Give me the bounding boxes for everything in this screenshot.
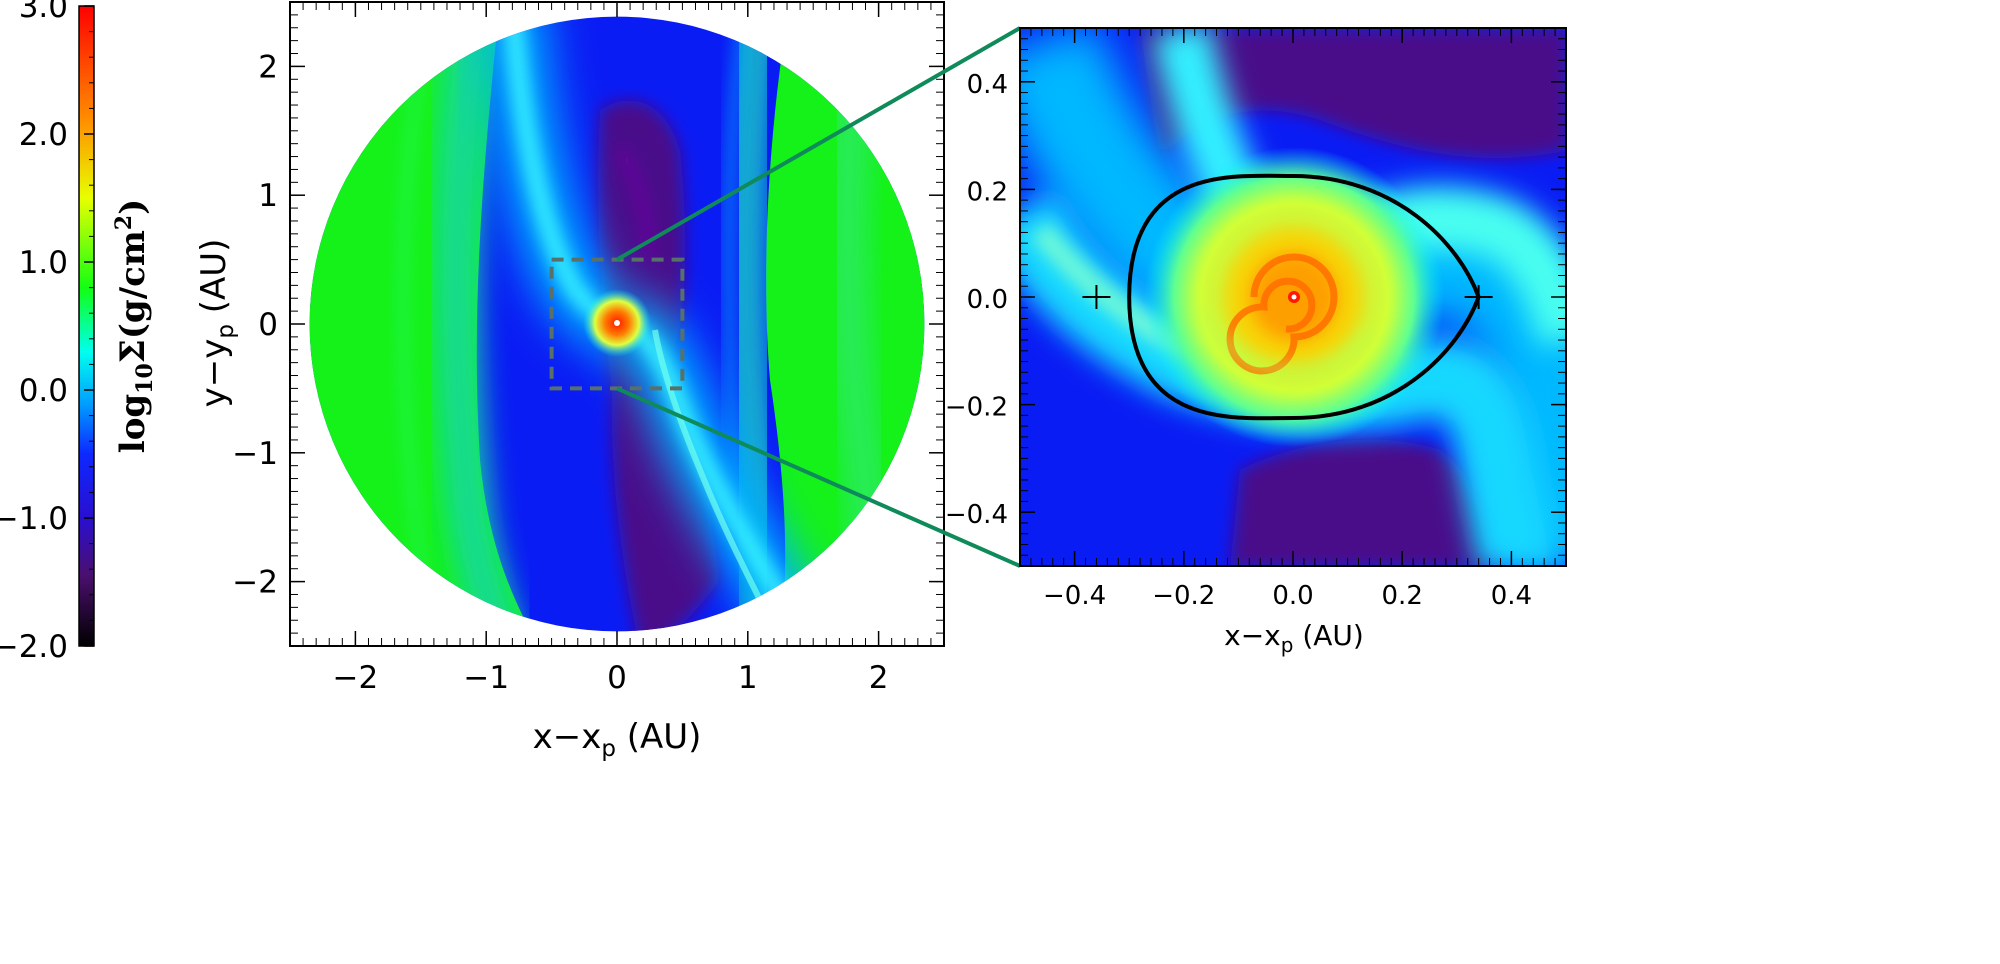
x-tick-label: −2 xyxy=(333,660,379,696)
y-tick-label: 0.2 xyxy=(967,177,1008,207)
zoom-panel: −0.4 −0.2 0.0 0.2 0.4 −0.4 −0.2 0.0 0.2 0.4 x−xp… xyxy=(945,27,1567,657)
colorbar: 3.0 2.0 1.0 0.0 −1.0 −2.0 log10Σ(g/cm2) xyxy=(0,0,158,665)
x-tick-label: −1 xyxy=(463,660,509,696)
x-tick-label: 0.0 xyxy=(1272,581,1313,611)
zoom-x-axis-label: x−xp (AU) xyxy=(1224,619,1364,657)
x-tick-label: 0 xyxy=(607,660,627,696)
zoom-connector-bottom xyxy=(616,386,1021,568)
colorbar-label: log10Σ(g/cm2) xyxy=(111,199,158,453)
colorbar-tick-label: 2.0 xyxy=(19,117,68,153)
x-tick-label: −0.4 xyxy=(1043,581,1106,611)
colorbar-tick-label: 0.0 xyxy=(19,373,68,409)
disk-density-map xyxy=(309,16,925,632)
y-tick-label: −1 xyxy=(232,436,278,472)
disk-y-tick-labels: −2 −1 0 1 2 xyxy=(232,49,278,600)
zoom-y-tick-labels: −0.4 −0.2 0.0 0.2 0.4 xyxy=(945,70,1008,530)
zoom-density-map xyxy=(1020,28,1566,566)
zoom-x-tick-labels: −0.4 −0.2 0.0 0.2 0.4 xyxy=(1043,581,1532,611)
disk-x-axis-label: x−xp (AU) xyxy=(533,717,702,762)
y-tick-label: 0 xyxy=(258,307,278,343)
zoom-connector-top xyxy=(616,26,1021,262)
y-tick-label: −2 xyxy=(232,565,278,601)
x-tick-label: −0.2 xyxy=(1152,581,1215,611)
x-tick-label: 0.2 xyxy=(1382,581,1423,611)
zoom-panel-ticks xyxy=(1019,27,1567,567)
colorbar-ticks: 3.0 2.0 1.0 0.0 −1.0 −2.0 xyxy=(0,0,94,665)
y-tick-label: 0.0 xyxy=(967,285,1008,315)
x-tick-label: 0.4 xyxy=(1491,581,1532,611)
y-tick-label: 1 xyxy=(258,178,278,214)
disk-panel-ticks xyxy=(289,1,945,647)
colorbar-tick-label: 3.0 xyxy=(19,0,68,25)
y-tick-label: 0.4 xyxy=(967,70,1008,100)
x-tick-label: 1 xyxy=(738,660,758,696)
colorbar-gradient xyxy=(78,5,95,647)
y-tick-label: −0.2 xyxy=(945,393,1008,423)
disk-panel: −2 −1 0 1 2 −2 −1 0 1 2 x−xp (AU) y−yp (AU) xyxy=(194,1,945,762)
y-tick-label: −0.4 xyxy=(945,500,1008,530)
colorbar-tick-label: 1.0 xyxy=(19,245,68,281)
disk-x-tick-labels: −2 −1 0 1 2 xyxy=(333,660,889,696)
lagrange-point-markers xyxy=(1082,285,1493,309)
colorbar-tick-label: −2.0 xyxy=(0,629,68,665)
x-tick-label: 2 xyxy=(869,660,889,696)
y-tick-label: 2 xyxy=(258,49,278,85)
colorbar-tick-label: −1.0 xyxy=(0,501,68,537)
disk-y-axis-label: y−yp (AU) xyxy=(194,239,239,408)
